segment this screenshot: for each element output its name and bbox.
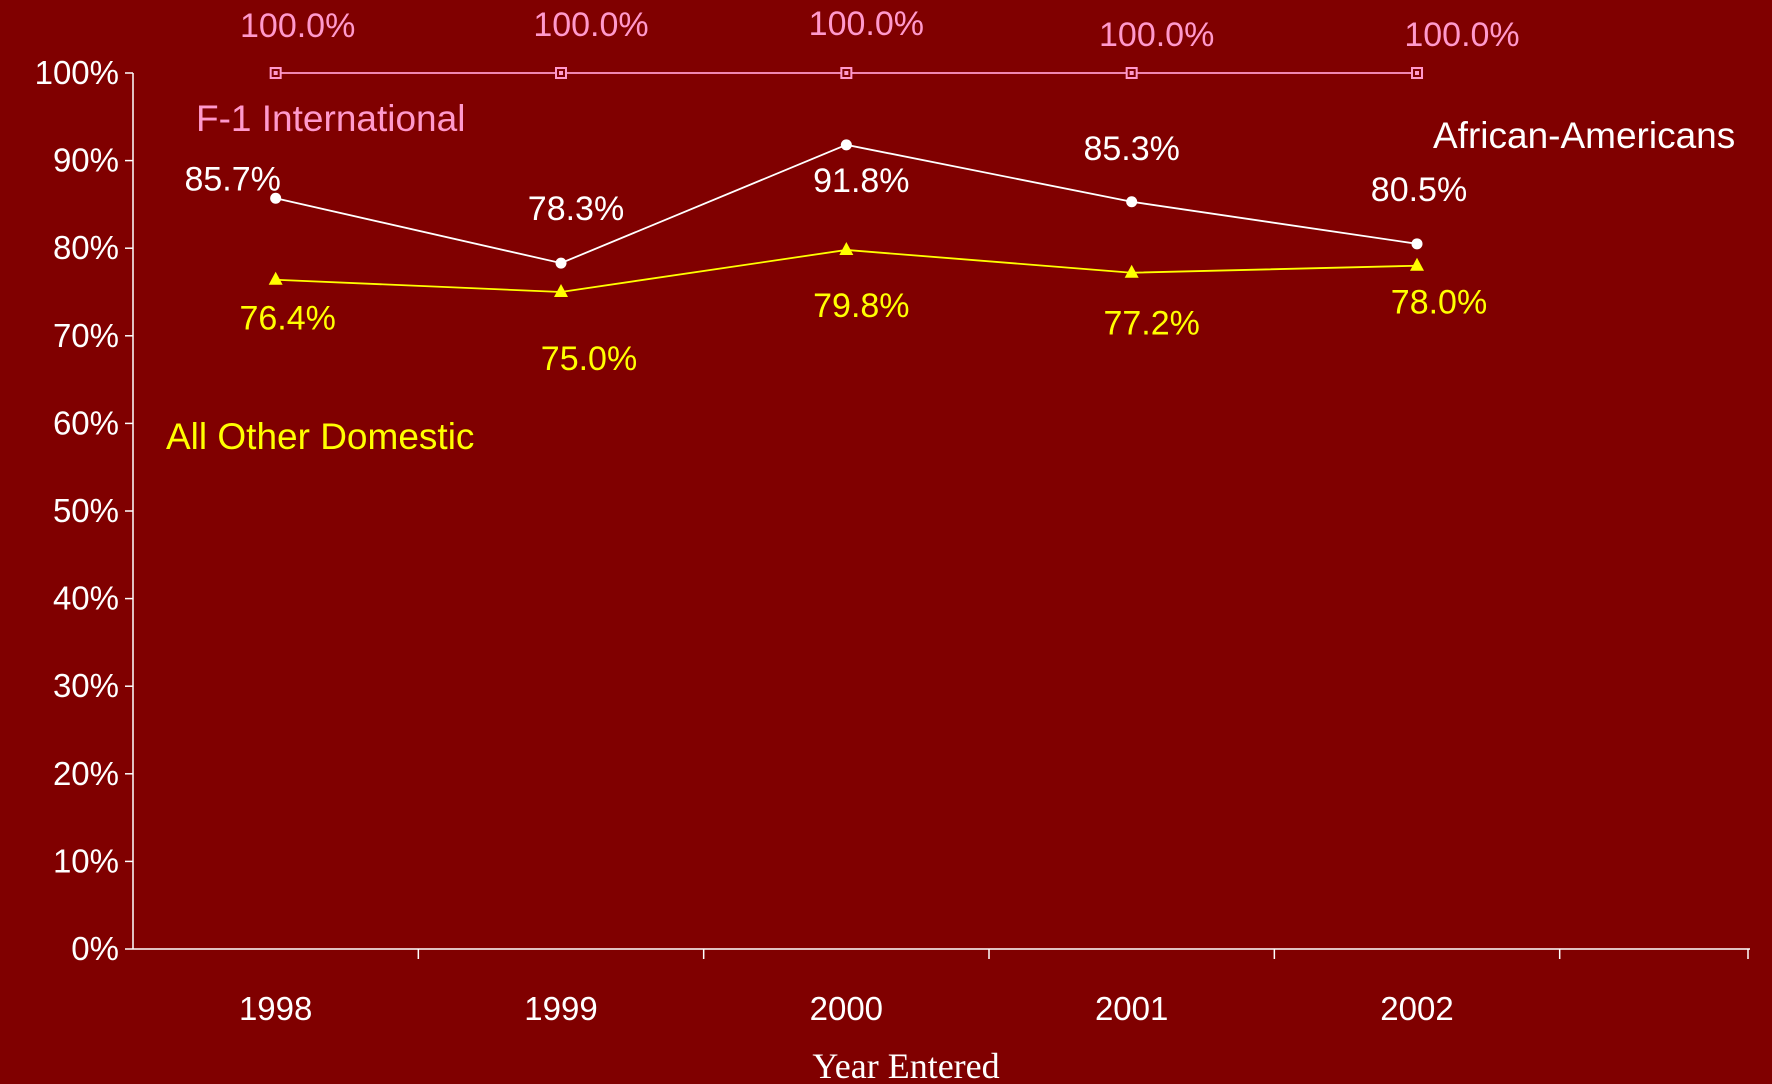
y-tick-label: 90%: [53, 142, 119, 179]
all-other-domestic-label-2000: 79.8%: [813, 287, 909, 325]
all-other-domestic-series-name: All Other Domestic: [166, 416, 474, 457]
x-axis-title: Year Entered: [812, 1046, 999, 1084]
african-americans-label-1999: 78.3%: [528, 190, 624, 228]
y-tick-label: 100%: [35, 54, 119, 91]
african-americans-point-1999: [555, 257, 567, 269]
x-tick-label: 2000: [810, 990, 883, 1027]
african-americans-label-2000: 91.8%: [813, 162, 909, 200]
y-tick-label: 10%: [53, 842, 119, 879]
x-axis-ticks: 1998 1999 2000 2001 2002: [239, 949, 1749, 1027]
f-1-international-point-2002-core: [1415, 71, 1420, 75]
y-tick-label: 20%: [53, 755, 119, 792]
x-tick-label: 2001: [1095, 990, 1168, 1027]
african-americans-label-1998: 85.7%: [184, 160, 280, 198]
all-other-domestic-point-1998: [268, 271, 283, 285]
african-americans-point-2000: [840, 139, 852, 151]
all-other-domestic-point-2002: [1410, 257, 1425, 271]
f-1-international-label-1999: 100.0%: [533, 6, 648, 44]
f-1-international-label-2002: 100.0%: [1404, 16, 1519, 54]
y-axis-ticks: 0% 10% 20% 30% 40% 50% 60% 70% 80% 90% 100%: [35, 54, 133, 967]
all-other-domestic-point-1999: [554, 284, 569, 297]
y-tick-label: 0%: [71, 930, 119, 967]
y-tick-label: 30%: [53, 667, 119, 704]
african-americans-point-1998: [270, 192, 282, 204]
all-other-domestic-label-2001: 77.2%: [1103, 305, 1199, 343]
data-labels: 100.0% 100.0% 100.0% 100.0% 100.0% F-1 Intern…: [166, 5, 1735, 457]
african-americans-point-2002: [1411, 238, 1423, 250]
all-other-domestic-label-1999: 75.0%: [541, 340, 637, 378]
y-tick-label: 40%: [53, 580, 119, 617]
x-tick-label: 2002: [1380, 990, 1453, 1027]
all-other-domestic-label-2002: 78.0%: [1391, 284, 1487, 322]
f-1-international-label-1998: 100.0%: [240, 7, 355, 45]
all-other-domestic-point-2000: [839, 241, 854, 255]
f-1-international-point-1999-core: [559, 71, 564, 75]
african-americans-label-2002: 80.5%: [1371, 171, 1467, 209]
x-tick-label: 1999: [524, 990, 597, 1027]
african-americans-series-name: African-Americans: [1433, 115, 1735, 156]
f-1-international-series-name: F-1 International: [196, 98, 465, 139]
all-other-domestic-line: [275, 249, 1418, 293]
african-americans-label-2001: 85.3%: [1083, 130, 1179, 168]
f-1-international-point-2000-core: [844, 71, 849, 75]
f-1-international-point-2001-core: [1129, 71, 1134, 75]
f-1-international-label-2001: 100.0%: [1099, 16, 1214, 54]
y-tick-label: 60%: [53, 404, 119, 441]
series-layer: [268, 67, 1425, 297]
y-tick-label: 80%: [53, 229, 119, 266]
all-other-domestic-label-1998: 76.4%: [239, 300, 335, 338]
f-1-international-point-1998-core: [273, 71, 278, 75]
all-other-domestic-point-2001: [1124, 264, 1139, 278]
f-1-international-label-2000: 100.0%: [809, 5, 924, 43]
african-americans-point-2001: [1126, 196, 1138, 208]
y-tick-label: 50%: [53, 492, 119, 529]
x-tick-label: 1998: [239, 990, 312, 1027]
y-tick-label: 70%: [53, 317, 119, 354]
